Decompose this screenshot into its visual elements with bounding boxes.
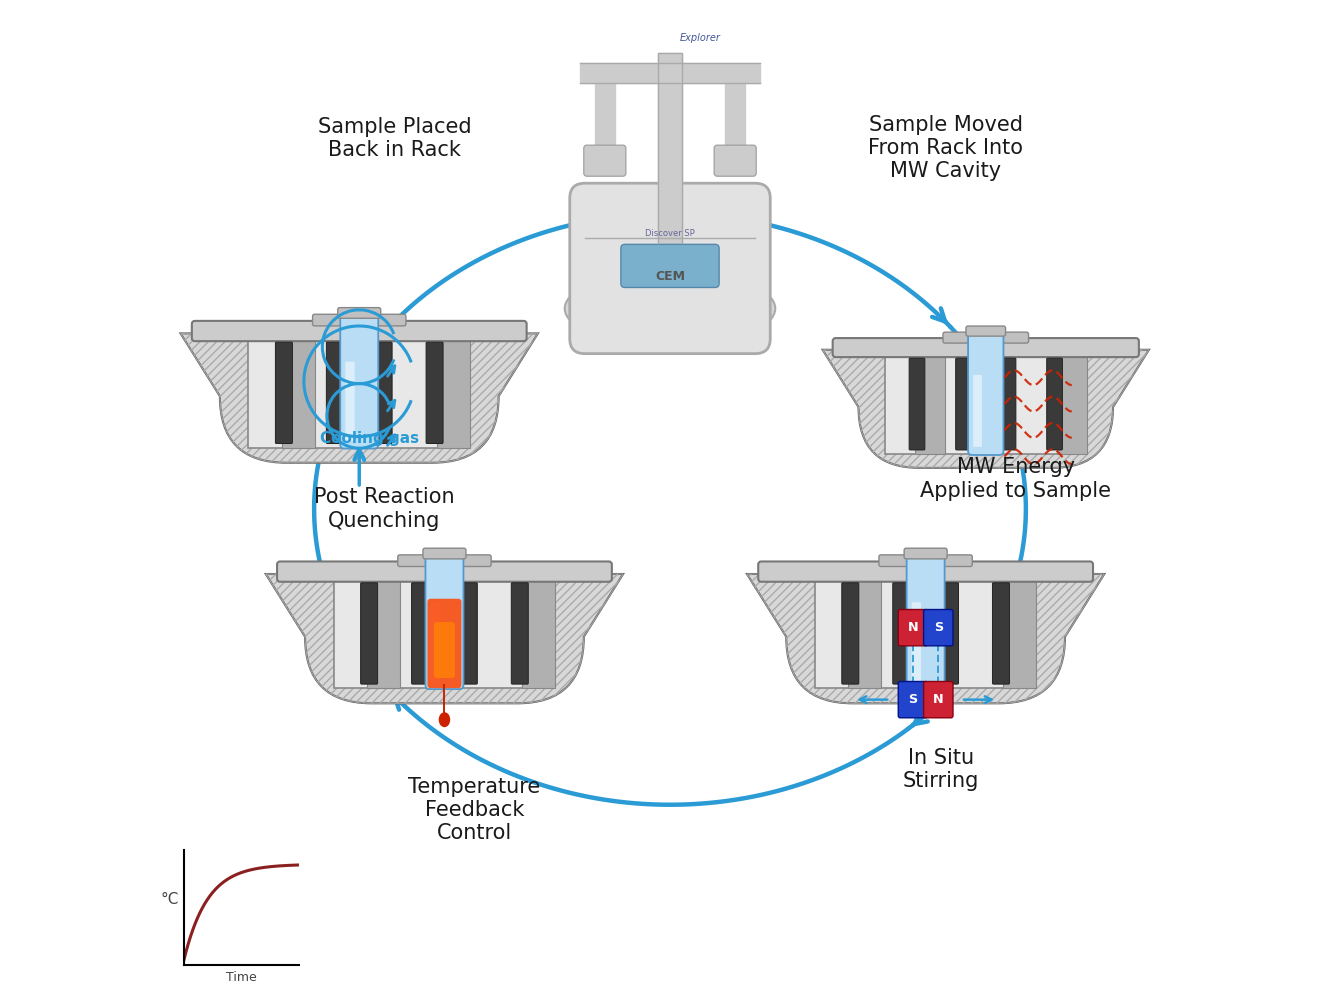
FancyBboxPatch shape xyxy=(523,579,555,688)
Text: MW Energy
Applied to Sample: MW Energy Applied to Sample xyxy=(921,458,1111,501)
FancyBboxPatch shape xyxy=(327,342,343,444)
PathPatch shape xyxy=(181,334,537,463)
FancyBboxPatch shape xyxy=(714,145,756,176)
FancyBboxPatch shape xyxy=(1004,579,1036,688)
FancyBboxPatch shape xyxy=(892,583,910,684)
FancyBboxPatch shape xyxy=(334,579,555,688)
FancyBboxPatch shape xyxy=(375,342,393,444)
FancyBboxPatch shape xyxy=(848,579,882,688)
FancyBboxPatch shape xyxy=(884,354,1087,454)
FancyBboxPatch shape xyxy=(911,602,921,681)
FancyBboxPatch shape xyxy=(276,342,292,444)
FancyBboxPatch shape xyxy=(423,548,466,558)
FancyBboxPatch shape xyxy=(993,583,1009,684)
FancyBboxPatch shape xyxy=(398,554,492,566)
FancyBboxPatch shape xyxy=(367,579,401,688)
FancyBboxPatch shape xyxy=(842,583,859,684)
FancyBboxPatch shape xyxy=(426,552,464,689)
Text: Discover SP: Discover SP xyxy=(645,230,695,238)
FancyBboxPatch shape xyxy=(312,314,406,326)
FancyBboxPatch shape xyxy=(898,610,927,646)
FancyBboxPatch shape xyxy=(346,362,355,440)
Text: N: N xyxy=(907,621,918,634)
FancyBboxPatch shape xyxy=(966,326,1005,336)
FancyBboxPatch shape xyxy=(967,331,1004,455)
FancyBboxPatch shape xyxy=(584,145,626,176)
FancyBboxPatch shape xyxy=(1000,358,1016,450)
FancyBboxPatch shape xyxy=(192,321,527,341)
Text: Sample Placed
Back in Rack: Sample Placed Back in Rack xyxy=(318,117,472,159)
FancyBboxPatch shape xyxy=(832,338,1139,357)
FancyBboxPatch shape xyxy=(338,307,381,319)
FancyBboxPatch shape xyxy=(955,358,972,450)
PathPatch shape xyxy=(265,574,623,704)
FancyBboxPatch shape xyxy=(340,312,378,449)
PathPatch shape xyxy=(746,574,1104,704)
FancyBboxPatch shape xyxy=(434,622,456,678)
Text: Temperature
Feedback
Control: Temperature Feedback Control xyxy=(409,776,540,843)
Ellipse shape xyxy=(438,713,450,727)
Text: In Situ
Stirring: In Situ Stirring xyxy=(902,748,978,791)
FancyBboxPatch shape xyxy=(1047,358,1063,450)
FancyBboxPatch shape xyxy=(898,681,927,718)
FancyBboxPatch shape xyxy=(427,599,461,688)
FancyBboxPatch shape xyxy=(1056,354,1087,454)
FancyBboxPatch shape xyxy=(758,561,1093,582)
FancyBboxPatch shape xyxy=(281,338,315,448)
FancyBboxPatch shape xyxy=(512,583,528,684)
FancyBboxPatch shape xyxy=(426,342,444,444)
FancyBboxPatch shape xyxy=(815,579,1036,688)
FancyBboxPatch shape xyxy=(907,552,945,689)
FancyBboxPatch shape xyxy=(248,338,470,448)
FancyBboxPatch shape xyxy=(461,583,477,684)
Ellipse shape xyxy=(564,271,776,346)
Text: Cooling gas: Cooling gas xyxy=(320,431,419,447)
FancyBboxPatch shape xyxy=(620,244,720,287)
FancyBboxPatch shape xyxy=(570,183,770,354)
FancyBboxPatch shape xyxy=(277,561,612,582)
PathPatch shape xyxy=(823,350,1148,468)
FancyBboxPatch shape xyxy=(973,375,982,447)
FancyBboxPatch shape xyxy=(430,602,440,681)
Text: Post Reaction
Quenching: Post Reaction Quenching xyxy=(314,488,454,530)
FancyBboxPatch shape xyxy=(915,354,945,454)
FancyBboxPatch shape xyxy=(360,583,378,684)
FancyBboxPatch shape xyxy=(942,583,958,684)
FancyBboxPatch shape xyxy=(437,338,470,448)
Text: Explorer: Explorer xyxy=(679,33,721,43)
Text: N: N xyxy=(933,694,943,707)
Text: S: S xyxy=(909,694,918,707)
FancyBboxPatch shape xyxy=(943,332,1029,343)
Text: CEM: CEM xyxy=(655,270,685,283)
Text: S: S xyxy=(934,621,943,634)
FancyBboxPatch shape xyxy=(923,610,953,646)
FancyBboxPatch shape xyxy=(411,583,429,684)
FancyBboxPatch shape xyxy=(905,548,947,558)
Text: Sample Moved
From Rack Into
MW Cavity: Sample Moved From Rack Into MW Cavity xyxy=(868,115,1024,181)
FancyBboxPatch shape xyxy=(909,358,925,450)
FancyBboxPatch shape xyxy=(923,681,953,718)
FancyBboxPatch shape xyxy=(879,554,973,566)
